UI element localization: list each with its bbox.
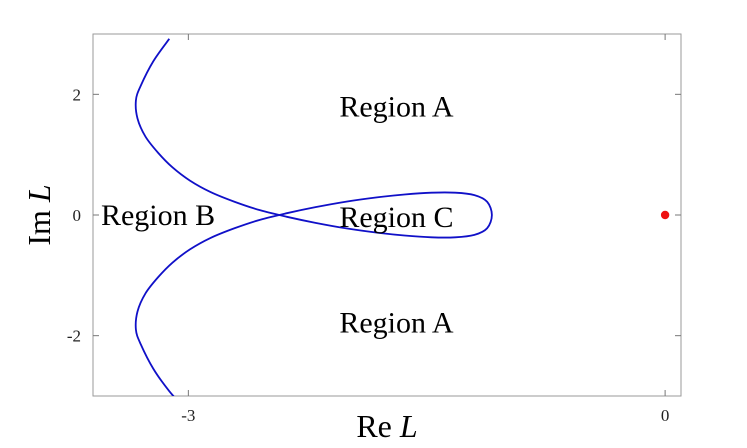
series-line (134, 38, 493, 396)
x-tick-label: -3 (181, 406, 195, 425)
points-layer (660, 210, 670, 220)
x-axis-label-var: L (399, 408, 418, 444)
region-label: Region C (339, 201, 453, 234)
x-axis-label-prefix: Re (356, 408, 392, 444)
y-axis-label-prefix: Im (21, 210, 57, 246)
region-label: Region A (339, 306, 454, 339)
series-layer (134, 38, 493, 396)
y-tick-label: 0 (73, 206, 82, 225)
x-axis-label: Re L (356, 408, 417, 444)
region-label: Region B (101, 199, 215, 232)
y-tick-label: -2 (67, 327, 81, 346)
data-point (660, 210, 670, 220)
x-tick-label: 0 (661, 406, 670, 425)
y-tick-label: 2 (73, 85, 82, 104)
plot-area (92, 33, 682, 397)
ticks: -3 0 2 0 -2 (67, 34, 681, 425)
y-axis-label: Im L (21, 184, 57, 245)
region-label: Region A (339, 90, 454, 123)
y-axis-label-var: L (21, 184, 57, 203)
annotations-layer: Region A Region B Region C Region A (101, 90, 454, 339)
